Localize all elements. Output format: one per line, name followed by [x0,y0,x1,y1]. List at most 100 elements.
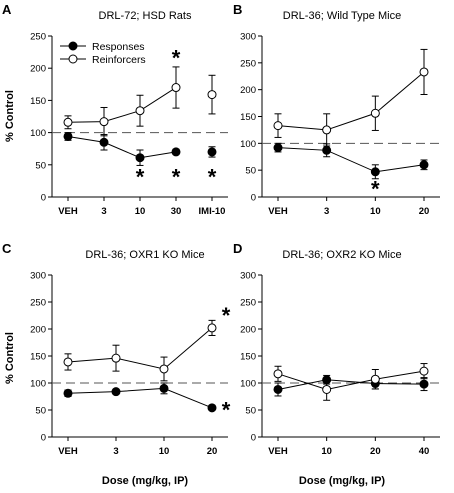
x-tick-label: 20 [370,446,381,457]
data-point-reinforcers [322,384,332,394]
data-point-responses [135,153,145,163]
panel-d: D DRL-36; OXR2 KO Mice 0 50 100 150 200 250 30… [233,241,440,487]
data-point-responses [171,147,181,157]
y-tick-label: 200 [30,64,46,75]
data-point-reinforcers [63,357,73,367]
data-point-reinforcers [111,353,121,363]
data-point-reinforcers [135,106,145,116]
x-tick-label: 40 [419,446,430,457]
panel-c-plot: 0 50 100 150 200 250 300 VEH 3 10 20 * * [30,271,231,458]
series-line-responses [277,379,425,390]
data-point-reinforcers [322,125,332,135]
y-tick-label: 0 [251,433,256,444]
x-tick-label: 10 [159,446,170,457]
x-tick-label: VEH [268,206,288,217]
y-tick-label: 100 [240,139,256,150]
panel-letter-a: A [2,2,12,17]
panel-a-plot: 0 50 100 150 200 250 VEH 3 10 30 IMI-10 * * * * [30,32,228,217]
x-tick-label: IMI-10 [199,206,226,217]
legend-label: Responses [92,41,145,53]
x-tick-label: VEH [268,446,288,457]
data-point-responses [99,137,109,147]
y-tick-label: 250 [30,298,46,309]
x-tick-label: 3 [101,206,106,217]
y-tick-label: 50 [245,406,256,417]
series-line-reinforcers [67,87,177,123]
y-tick-label: 200 [240,325,256,336]
y-tick-label: 0 [41,433,46,444]
data-point-reinforcers [207,90,217,100]
significance-star: * [371,176,380,201]
y-tick-label: 150 [240,112,256,123]
y-tick-label: 300 [30,271,46,282]
data-point-responses [207,147,217,157]
y-tick-label: 150 [240,352,256,363]
y-tick-label: 200 [240,85,256,96]
significance-star: * [222,303,231,328]
series-line-reinforcers [277,71,425,131]
data-point-responses [111,387,121,397]
x-tick-label: 30 [171,206,182,217]
series-line-responses [277,147,425,173]
y-tick-label: 250 [240,298,256,309]
panel-a: A DRL-72; HSD Rats 0 50 100 150 200 250 VEH 3 10… [2,2,228,217]
panel-d-xlabel: Dose (mg/kg, IP) [299,475,386,487]
data-point-responses [63,388,73,398]
data-point-reinforcers [207,323,217,333]
legend-marker [68,54,78,64]
panel-c-xlabel: Dose (mg/kg, IP) [102,475,189,487]
significance-star: * [136,165,145,190]
data-point-reinforcers [159,364,169,374]
y-tick-label: 300 [240,271,256,282]
panel-c-title: DRL-36; OXR1 KO Mice [85,249,204,261]
panel-c-ylabel: % Control [4,332,16,384]
panel-a-title: DRL-72; HSD Rats [99,10,192,22]
data-point-responses [207,403,217,413]
series-line-responses [67,387,213,409]
series-line-reinforcers [277,370,425,390]
panel-d-title: DRL-36; OXR2 KO Mice [282,249,401,261]
data-point-reinforcers [273,369,283,379]
y-tick-label: 150 [30,96,46,107]
panel-d-plot: 0 50 100 150 200 250 300 VEH 10 20 40 [240,271,440,457]
x-tick-label: 20 [419,206,430,217]
data-point-reinforcers [273,121,283,131]
data-point-responses [322,145,332,155]
y-tick-label: 50 [245,166,256,177]
significance-star: * [208,165,217,190]
y-tick-label: 100 [30,379,46,390]
y-tick-label: 0 [251,193,256,204]
x-tick-label: 3 [324,206,329,217]
x-tick-label: 10 [321,446,332,457]
panel-a-ylabel: % Control [4,90,16,142]
data-point-responses [273,143,283,153]
y-tick-label: 250 [30,32,46,43]
panel-b-title: DRL-36; Wild Type Mice [283,10,401,22]
significance-star: * [172,165,181,190]
y-tick-label: 50 [35,406,46,417]
data-point-reinforcers [370,108,380,118]
x-tick-label: 3 [113,446,118,457]
legend-marker [68,41,78,51]
y-tick-label: 300 [240,32,256,43]
series-line-reinforcers [67,327,213,370]
data-point-reinforcers [419,366,429,376]
data-point-responses [159,383,169,393]
data-point-reinforcers [419,67,429,77]
significance-star: * [222,397,231,422]
panel-letter-b: B [233,2,242,17]
data-point-reinforcers [99,117,109,127]
y-tick-label: 250 [240,58,256,69]
data-point-responses [419,379,429,389]
legend-label: Reinforcers [92,54,146,66]
x-tick-label: VEH [58,206,78,217]
panel-letter-c: C [2,241,12,256]
x-tick-label: 20 [207,446,218,457]
data-point-reinforcers [171,83,181,93]
data-point-reinforcers [370,374,380,384]
data-point-responses [273,384,283,394]
panel-b: B DRL-36; Wild Type Mice 0 50 100 150 200 250… [233,2,440,217]
panel-c: C DRL-36; OXR1 KO Mice 0 50 100 150 200 250 30… [2,241,231,487]
